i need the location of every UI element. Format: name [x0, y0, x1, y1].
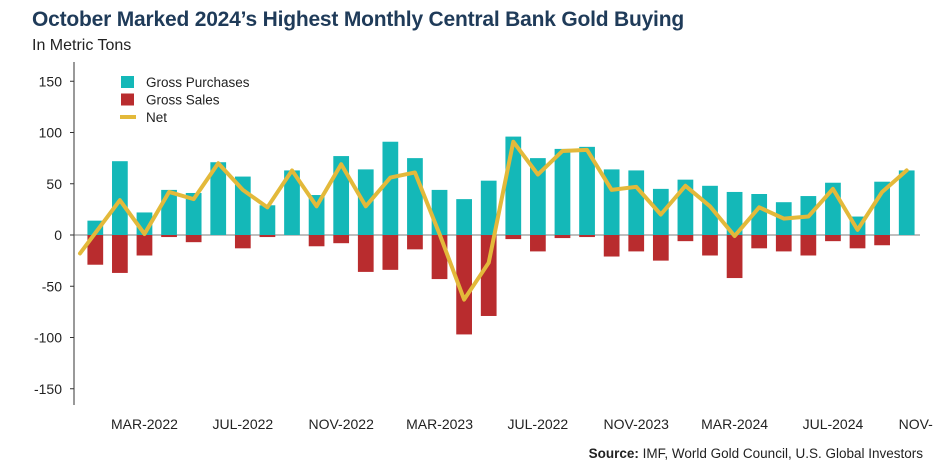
gross-sales-bar	[407, 235, 423, 250]
gross-sales-bar	[726, 235, 743, 279]
gross-sales-bar	[677, 235, 694, 242]
gross-purchases-bar	[456, 199, 472, 235]
gross-purchases-bar	[677, 179, 694, 235]
gross-sales-bar	[800, 235, 817, 256]
y-tick-label: -50	[42, 278, 62, 294]
gross-sales-bar	[382, 235, 399, 270]
y-tick-label: 50	[46, 176, 62, 192]
y-tick-label: -150	[34, 381, 62, 397]
gross-purchases-bar	[431, 189, 448, 235]
gross-sales-bar	[480, 235, 497, 316]
gross-sales-series	[87, 235, 890, 335]
y-tick-label: -100	[34, 330, 62, 346]
gross-sales-bar	[161, 235, 177, 238]
y-tick-label: 100	[39, 125, 63, 141]
gross-sales-bar	[431, 235, 448, 280]
gross-sales-bar	[112, 235, 128, 273]
gross-purchases-bar	[726, 191, 743, 235]
legend: Gross Purchases Gross Sales Net	[120, 75, 250, 125]
gross-sales-bar	[185, 235, 202, 243]
gross-sales-bar	[579, 235, 595, 238]
gross-sales-bar	[87, 235, 104, 265]
gross-purchases-bar	[628, 170, 645, 235]
gross-sales-bar	[751, 235, 768, 249]
x-tick-label: JUL-2022	[212, 416, 273, 432]
legend-swatch-purchases	[121, 76, 134, 88]
x-tick-label: MAR-2022	[111, 416, 178, 432]
gross-sales-bar	[308, 235, 325, 247]
gross-purchases-bar	[579, 146, 595, 235]
gross-purchases-bar	[530, 158, 546, 235]
gross-sales-bar	[456, 235, 472, 335]
x-tick-label: NOV-2022	[308, 416, 374, 432]
gross-sales-bar	[825, 235, 841, 242]
gross-sales-bar	[702, 235, 718, 256]
gross-purchases-bar	[333, 156, 350, 235]
net-line	[78, 139, 909, 302]
x-tick-label: NOV-2024	[899, 416, 933, 432]
gross-purchases-bar	[210, 162, 227, 235]
gross-purchases-bar	[112, 161, 128, 235]
source-label: Source:	[588, 446, 639, 461]
y-tick-label: 150	[39, 73, 63, 89]
gross-purchases-bar	[382, 141, 399, 235]
gross-purchases-bar	[407, 158, 423, 235]
source-note: Source: IMF, World Gold Council, U.S. Gl…	[589, 446, 923, 461]
gross-sales-bar	[628, 235, 645, 252]
gross-purchases-bar	[259, 205, 276, 235]
legend-swatch-sales	[121, 93, 134, 106]
gross-sales-bar	[333, 235, 350, 244]
gross-purchases-bar	[480, 180, 497, 235]
gross-sales-bar	[136, 235, 153, 256]
x-tick-label: JUL-2024	[803, 416, 864, 432]
chart-subtitle: In Metric Tons	[32, 37, 132, 54]
gross-sales-bar	[357, 235, 374, 272]
chart-title: October Marked 2024’s Highest Monthly Ce…	[32, 8, 684, 31]
gross-sales-bar	[259, 235, 276, 238]
x-tick-label: MAR-2024	[701, 416, 768, 432]
gross-sales-bar	[775, 235, 792, 252]
gross-purchases-bar	[702, 185, 718, 235]
gross-sales-bar	[849, 235, 866, 249]
gross-sales-bar	[234, 235, 251, 249]
gross-purchases-bar	[308, 195, 325, 235]
gross-purchases-bar	[185, 192, 202, 235]
y-tick-label: 0	[54, 227, 62, 243]
gross-sales-bar	[530, 235, 546, 252]
gross-sales-bar	[554, 235, 571, 239]
gross-purchases-bar	[898, 170, 915, 235]
gross-sales-bar	[874, 235, 890, 246]
x-tick-label: MAR-2023	[406, 416, 473, 432]
legend-label: Net	[146, 110, 167, 125]
source-text: IMF, World Gold Council, U.S. Global Inv…	[638, 446, 923, 461]
legend-label: Gross Sales	[146, 93, 220, 108]
gross-sales-bar	[652, 235, 669, 261]
gross-purchases-bar	[87, 220, 104, 235]
gross-purchases-bar	[284, 170, 300, 235]
gross-purchases-bar	[161, 189, 177, 235]
gross-purchases-series	[87, 136, 915, 235]
x-tick-label: JUL-2022	[508, 416, 569, 432]
gross-purchases-bar	[751, 194, 768, 235]
net-series	[78, 139, 909, 302]
gross-purchases-bar	[554, 148, 571, 235]
gross-sales-bar	[505, 235, 522, 240]
x-tick-label: NOV-2023	[604, 416, 670, 432]
gross-purchases-bar	[357, 169, 374, 235]
gross-sales-bar	[603, 235, 620, 257]
legend-label: Gross Purchases	[146, 75, 250, 90]
